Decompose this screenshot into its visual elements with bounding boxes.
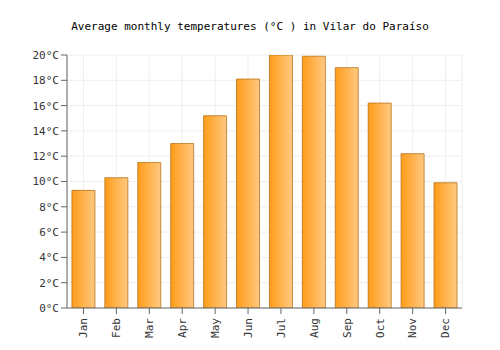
svg-text:8°C: 8°C (39, 201, 59, 214)
svg-text:Jul: Jul (275, 318, 288, 338)
svg-text:Apr: Apr (176, 318, 189, 338)
svg-text:16°C: 16°C (33, 100, 60, 113)
svg-text:May: May (209, 318, 222, 338)
svg-text:Dec: Dec (439, 318, 452, 338)
svg-text:Aug: Aug (308, 318, 321, 338)
svg-text:Mar: Mar (143, 318, 156, 338)
html-text:Average monthly temperatures (: Average monthly temperatures (°C ) in Vi… (71, 20, 429, 33)
svg-text:Oct: Oct (374, 318, 387, 338)
svg-text:Feb: Feb (110, 318, 123, 338)
svg-text:Jun: Jun (242, 318, 255, 338)
svg-text:18°C: 18°C (33, 74, 60, 87)
svg-text:6°C: 6°C (39, 226, 59, 239)
svg-text:Sep: Sep (341, 318, 354, 338)
svg-text:0°C: 0°C (39, 302, 59, 315)
svg-text:Nov: Nov (406, 318, 419, 338)
svg-text:10°C: 10°C (33, 175, 60, 188)
svg-text:14°C: 14°C (33, 125, 60, 138)
svg-text:2°C: 2°C (39, 277, 59, 290)
svg-text:20°C: 20°C (33, 49, 60, 62)
svg-text:12°C: 12°C (33, 150, 60, 163)
svg-text:Jan: Jan (77, 318, 90, 338)
svg-text:4°C: 4°C (39, 251, 59, 264)
